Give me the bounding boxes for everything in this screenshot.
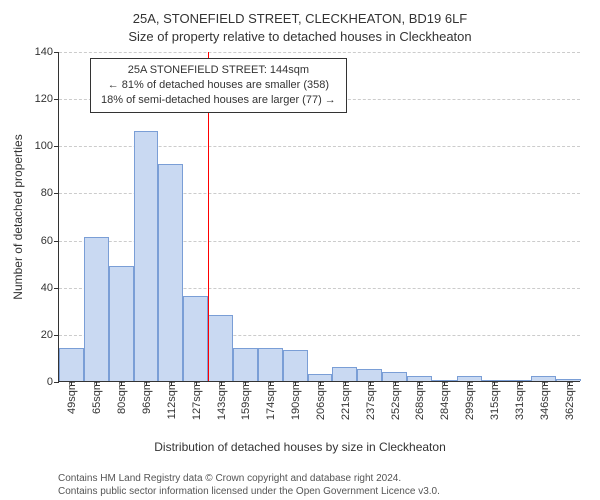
ytick-label: 140 — [35, 46, 59, 58]
xtick-label: 221sqm — [338, 381, 352, 420]
ytick-label: 0 — [47, 376, 59, 388]
info-box: 25A STONEFIELD STREET: 144sqm ← 81% of d… — [90, 58, 347, 113]
xtick-label: 159sqm — [238, 381, 252, 420]
histogram-bar — [84, 237, 109, 381]
histogram-bar — [332, 367, 357, 381]
histogram-bar — [134, 131, 159, 381]
histogram-bar — [258, 348, 283, 381]
chart-title-line2: Size of property relative to detached ho… — [0, 29, 600, 44]
xtick-label: 49sqm — [64, 381, 78, 414]
ytick-label: 100 — [35, 140, 59, 152]
xtick-label: 346sqm — [537, 381, 551, 420]
y-axis-label: Number of detached properties — [11, 127, 25, 307]
ytick-label: 80 — [41, 187, 59, 199]
histogram-bar — [283, 350, 308, 381]
xtick-label: 252sqm — [388, 381, 402, 420]
histogram-bar — [357, 369, 382, 381]
info-line1: 25A STONEFIELD STREET: 144sqm — [101, 63, 336, 78]
histogram-bar — [382, 372, 407, 381]
histogram-bar — [59, 348, 84, 381]
histogram-bar — [158, 164, 183, 381]
ytick-label: 60 — [41, 235, 59, 247]
xtick-label: 268sqm — [412, 381, 426, 420]
xtick-label: 206sqm — [313, 381, 327, 420]
ytick-label: 40 — [41, 282, 59, 294]
ytick-label: 20 — [41, 329, 59, 341]
chart-title-line1: 25A, STONEFIELD STREET, CLECKHEATON, BD1… — [0, 11, 600, 26]
xtick-label: 127sqm — [189, 381, 203, 420]
xtick-label: 299sqm — [462, 381, 476, 420]
xtick-label: 315sqm — [487, 381, 501, 420]
xtick-label: 331sqm — [512, 381, 526, 420]
gridline — [59, 52, 580, 53]
xtick-label: 143sqm — [214, 381, 228, 420]
footer-line1: Contains HM Land Registry data © Crown c… — [58, 472, 440, 485]
histogram-bar — [109, 266, 134, 382]
x-axis-label: Distribution of detached houses by size … — [0, 440, 600, 454]
histogram-bar — [208, 315, 233, 381]
xtick-label: 96sqm — [139, 381, 153, 414]
footer-line2: Contains public sector information licen… — [58, 485, 440, 498]
xtick-label: 284sqm — [437, 381, 451, 420]
histogram-bar — [308, 374, 333, 381]
attribution-footer: Contains HM Land Registry data © Crown c… — [58, 472, 440, 498]
info-line3: 18% of semi-detached houses are larger (… — [101, 93, 336, 108]
xtick-label: 237sqm — [363, 381, 377, 420]
histogram-bar — [233, 348, 258, 381]
xtick-label: 80sqm — [114, 381, 128, 414]
xtick-label: 112sqm — [164, 381, 178, 419]
histogram-chart: 25A, STONEFIELD STREET, CLECKHEATON, BD1… — [0, 0, 600, 500]
info-line2: ← 81% of detached houses are smaller (35… — [101, 78, 336, 93]
ytick-label: 120 — [35, 93, 59, 105]
xtick-label: 65sqm — [89, 381, 103, 414]
histogram-bar — [183, 296, 208, 381]
xtick-label: 362sqm — [562, 381, 576, 420]
xtick-label: 174sqm — [263, 381, 277, 420]
xtick-label: 190sqm — [288, 381, 302, 420]
